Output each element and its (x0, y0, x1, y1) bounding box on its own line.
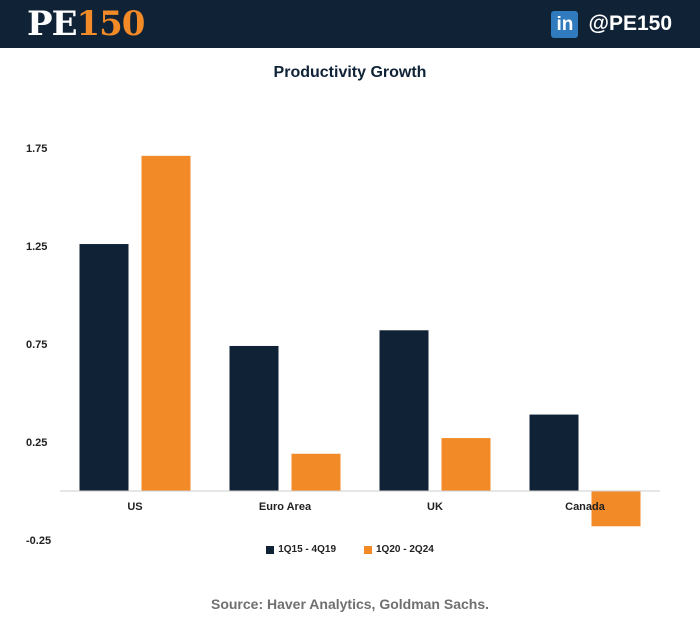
bar-series-2-uk (441, 438, 491, 491)
x-category-label: Euro Area (259, 501, 312, 513)
header-bar: PE150 in @PE150 (0, 0, 700, 48)
legend-item-series-1: 1Q15 - 4Q19 (266, 544, 336, 555)
y-tick-label: 0.25 (26, 437, 47, 449)
bar-series-1-us (79, 244, 129, 491)
y-tick-label: 0.75 (26, 339, 47, 351)
x-category-label: UK (427, 501, 443, 513)
legend-label-series-1: 1Q15 - 4Q19 (278, 544, 336, 555)
bar-series-1-uk (379, 330, 429, 491)
social-handle[interactable]: in @PE150 (551, 10, 672, 38)
legend-swatch-series-2 (364, 545, 372, 554)
bar-series-1-canada (529, 414, 579, 491)
x-category-label: Canada (565, 501, 606, 513)
y-tick-label: 1.25 (26, 241, 47, 253)
y-tick-label: 1.75 (26, 143, 47, 155)
logo-pe: PE (27, 4, 77, 44)
bar-series-1-euro-area (229, 345, 279, 491)
x-category-label: US (127, 501, 142, 513)
legend-item-series-2: 1Q20 - 2Q24 (364, 544, 434, 555)
chart-legend: 1Q15 - 4Q19 1Q20 - 2Q24 (0, 544, 700, 555)
source-note: Source: Haver Analytics, Goldman Sachs. (210, 596, 490, 612)
logo-number: 150 (76, 4, 145, 44)
linkedin-icon[interactable]: in (551, 10, 579, 38)
bar-series-2-us (141, 155, 191, 491)
legend-swatch-series-1 (266, 545, 275, 554)
pe150-logo: PE150 (27, 4, 145, 44)
linkedin-handle[interactable]: @PE150 (588, 12, 672, 35)
bar-series-2-canada (591, 491, 641, 527)
legend-label-series-2: 1Q20 - 2Q24 (376, 544, 434, 555)
y-tick-label: -0.25 (26, 535, 51, 547)
bar-series-2-euro-area (291, 453, 341, 491)
chart-title: Productivity Growth (273, 64, 427, 81)
